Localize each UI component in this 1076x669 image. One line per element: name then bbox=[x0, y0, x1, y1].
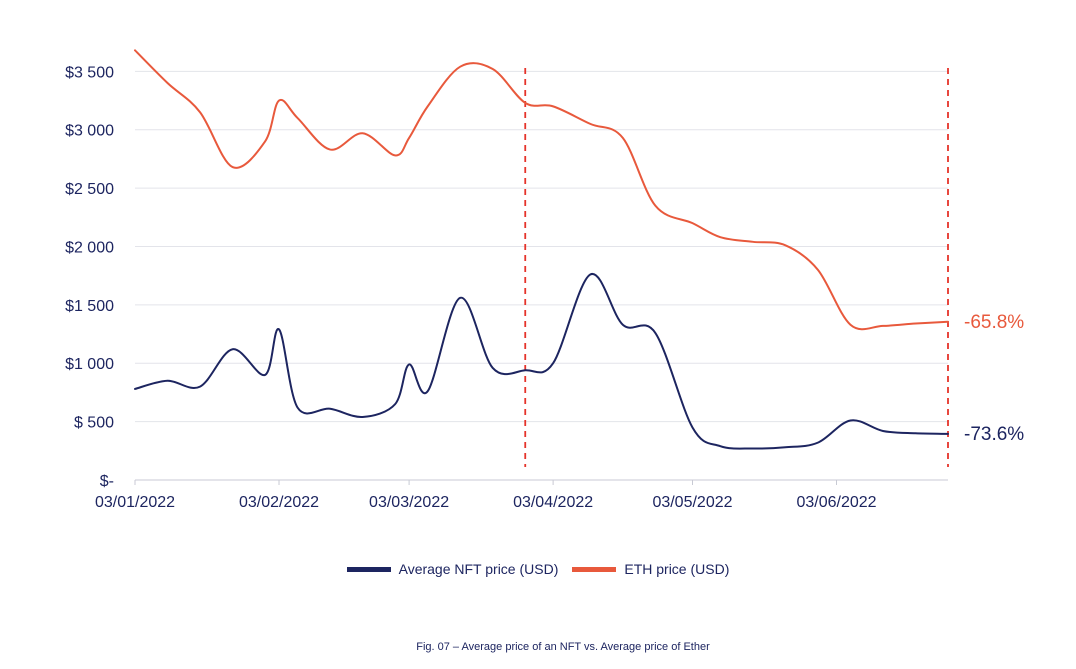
y-tick-label: $3 500 bbox=[65, 64, 114, 81]
y-tick-label: $1 000 bbox=[65, 356, 114, 373]
figure-caption: Fig. 07 – Average price of an NFT vs. Av… bbox=[416, 641, 710, 653]
y-tick-label: $- bbox=[100, 473, 114, 490]
x-tick-label: 03/04/2022 bbox=[513, 494, 593, 511]
reference-lines bbox=[524, 68, 949, 467]
y-tick-label: $2 500 bbox=[65, 181, 114, 198]
grid-lines bbox=[135, 70, 948, 481]
legend-label-eth: ETH price (USD) bbox=[624, 561, 730, 577]
legend-label-nft: Average NFT price (USD) bbox=[398, 561, 559, 577]
series-lines bbox=[134, 49, 949, 450]
legend-item-nft: Average NFT price (USD) bbox=[346, 561, 559, 577]
x-tick-label: 03/05/2022 bbox=[652, 494, 732, 511]
legend-swatch-eth bbox=[572, 566, 617, 572]
end-percentage-label: -73.6% bbox=[964, 424, 1024, 445]
x-tick-label: 03/03/2022 bbox=[369, 494, 449, 511]
x-tick-label: 03/01/2022 bbox=[95, 494, 175, 511]
eth-price-line bbox=[134, 49, 949, 331]
x-tick-label: 03/06/2022 bbox=[796, 494, 876, 511]
y-tick-label: $ 500 bbox=[74, 415, 114, 432]
x-tick-label: 03/02/2022 bbox=[239, 494, 319, 511]
end-percentage-label: -65.8% bbox=[964, 312, 1024, 333]
end-labels: -65.8% -73.6% bbox=[964, 312, 1024, 445]
chart-legend: Average NFT price (USD) ETH price (USD) bbox=[0, 561, 1076, 577]
legend-swatch-nft bbox=[346, 566, 391, 572]
y-tick-label: $1 500 bbox=[65, 298, 114, 315]
y-tick-label: $2 000 bbox=[65, 239, 114, 256]
axes: $- $ 500 $1 000 $1 500 $2 000 $2 500 $3 000 $3 … bbox=[65, 64, 877, 511]
nft-price-line bbox=[134, 273, 949, 450]
legend-item-eth: ETH price (USD) bbox=[572, 561, 729, 577]
y-tick-label: $3 000 bbox=[65, 123, 114, 140]
